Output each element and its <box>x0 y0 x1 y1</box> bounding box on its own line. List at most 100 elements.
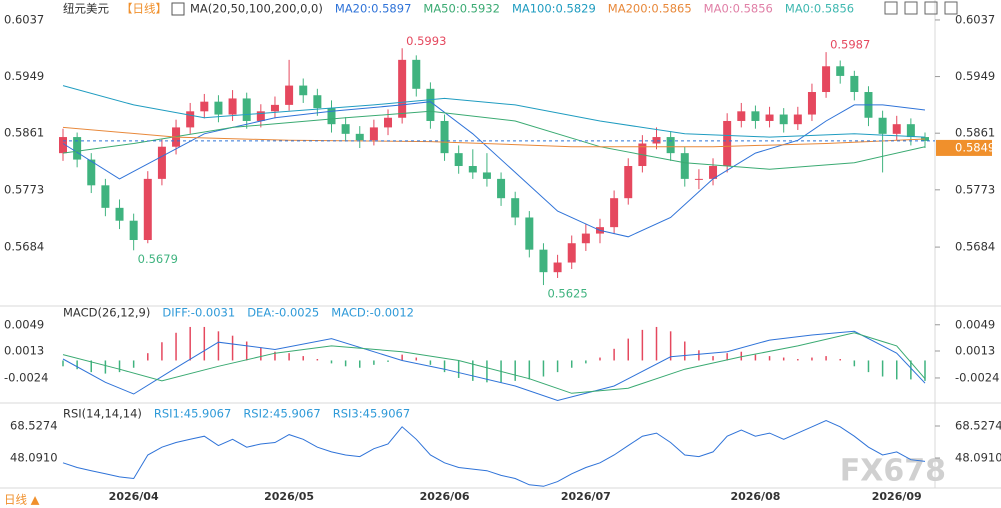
candle-body <box>850 75 859 93</box>
candle-body <box>878 117 887 134</box>
candle-body <box>440 120 449 154</box>
candle-body <box>468 166 477 173</box>
period-selector[interactable]: 日线 ▲ <box>4 493 40 507</box>
y-tick-label-left: 0.0049 <box>4 317 44 331</box>
y-tick-label-right: 0.6037 <box>955 12 995 26</box>
legend-item: MACD(26,12,9) <box>63 306 150 320</box>
y-tick-label-left: 48.0910 <box>10 451 58 465</box>
x-tick-label: 2026/08 <box>730 490 780 503</box>
candle-body <box>384 117 393 128</box>
legend-item: MA50:0.5932 <box>423 2 500 16</box>
y-tick-label-left: 0.0013 <box>4 343 44 357</box>
candle-body <box>87 159 96 186</box>
legend-item: 【日线】 <box>121 2 167 16</box>
candle-body <box>270 104 279 112</box>
candle-body <box>765 114 774 121</box>
y-tick-label-right: 0.0013 <box>955 343 995 357</box>
candle-body <box>299 85 308 96</box>
icon[interactable] <box>884 1 898 15</box>
x-tick-label: 2026/09 <box>872 490 922 503</box>
candle-body <box>341 124 350 134</box>
legend-item: RSI2:45.9067 <box>243 407 320 421</box>
y-tick-label-left: 68.5274 <box>10 418 58 432</box>
candle-body <box>539 249 548 273</box>
x-tick-label: 2026/05 <box>264 490 314 503</box>
candle-body <box>680 153 689 179</box>
candle-body <box>369 127 378 141</box>
candle-body <box>73 137 82 160</box>
candle-body <box>610 198 619 228</box>
y-tick-label-right: 0.5861 <box>955 126 995 140</box>
y-tick-label-left: 0.6037 <box>4 12 44 26</box>
candle-body <box>751 111 760 121</box>
legend-item: RSI3:45.9067 <box>333 407 410 421</box>
candle-body <box>115 207 124 221</box>
candle-body <box>581 233 590 244</box>
macd-line <box>62 330 926 402</box>
candle-body <box>822 66 831 93</box>
legend-item: MA0:0.5856 <box>704 2 773 16</box>
ma-line <box>62 101 926 238</box>
candle-body <box>497 178 506 199</box>
last-price-label: 0.5849 <box>955 140 995 154</box>
candle-body <box>723 120 732 167</box>
icon[interactable] <box>944 1 958 15</box>
candle-body <box>511 198 520 218</box>
high-annotation: 0.5993 <box>406 34 446 48</box>
candle-body <box>779 114 788 125</box>
y-tick-label-left: 0.5949 <box>4 69 44 83</box>
candle-body <box>200 101 209 112</box>
icon[interactable] <box>904 1 918 15</box>
candle-body <box>256 111 265 121</box>
y-tick-label-right: 0.5684 <box>955 240 995 254</box>
candle-body <box>836 66 845 76</box>
toolbar-icons[interactable] <box>884 1 958 15</box>
candle-body <box>906 124 915 138</box>
macd-line <box>62 332 926 394</box>
candle-body <box>666 137 675 154</box>
legend-item: MACD:-0.0012 <box>331 306 414 320</box>
low-annotation: 0.5625 <box>547 287 587 301</box>
candle-body <box>426 88 435 121</box>
high-annotation: 0.5987 <box>830 38 870 52</box>
legend-item: RSI(14,14,14) <box>63 407 142 421</box>
x-tick-label: 2026/06 <box>420 490 470 503</box>
y-tick-label-left: 0.5773 <box>4 182 44 196</box>
legend-item: DEA:-0.0025 <box>247 306 319 320</box>
candle-body <box>624 166 633 199</box>
y-tick-label-right: 0.5773 <box>955 182 995 196</box>
candle-body <box>129 220 138 241</box>
legend-item: MA200:0.5865 <box>608 2 692 16</box>
candle-body <box>355 133 364 141</box>
candle-body <box>412 59 421 89</box>
x-tick-label: 2026/04 <box>109 490 159 503</box>
ma-line <box>62 126 926 148</box>
watermark: FX678 <box>840 454 946 489</box>
icon[interactable] <box>924 1 938 15</box>
y-tick-label-right: -0.0024 <box>955 370 999 384</box>
legend-item: DIFF:-0.0031 <box>162 306 235 320</box>
y-tick-label-right: 0.0049 <box>955 317 995 331</box>
y-tick-label-left: -0.0024 <box>4 370 48 384</box>
legend-item: MA0:0.5856 <box>785 2 854 16</box>
candle-body <box>921 137 929 141</box>
y-tick-label-left: 0.5861 <box>4 126 44 140</box>
candle-body <box>793 114 802 125</box>
candle-body <box>807 92 816 115</box>
candle-body <box>737 111 746 121</box>
candle-body <box>242 98 251 121</box>
candle-body <box>652 137 661 144</box>
candle-body <box>228 98 237 115</box>
legend-item: RSI1:45.9067 <box>154 407 231 421</box>
candle-body <box>482 172 491 179</box>
y-tick-label-right: 48.0910 <box>955 451 1001 465</box>
candle-body <box>157 146 166 179</box>
ma-line <box>62 85 926 138</box>
candle-body <box>398 59 407 118</box>
rsi-line <box>62 420 926 487</box>
ma-line <box>62 110 926 170</box>
low-annotation: 0.5679 <box>138 252 178 266</box>
y-tick-label-left: 0.5684 <box>4 240 44 254</box>
y-tick-label-right: 0.5949 <box>955 69 995 83</box>
